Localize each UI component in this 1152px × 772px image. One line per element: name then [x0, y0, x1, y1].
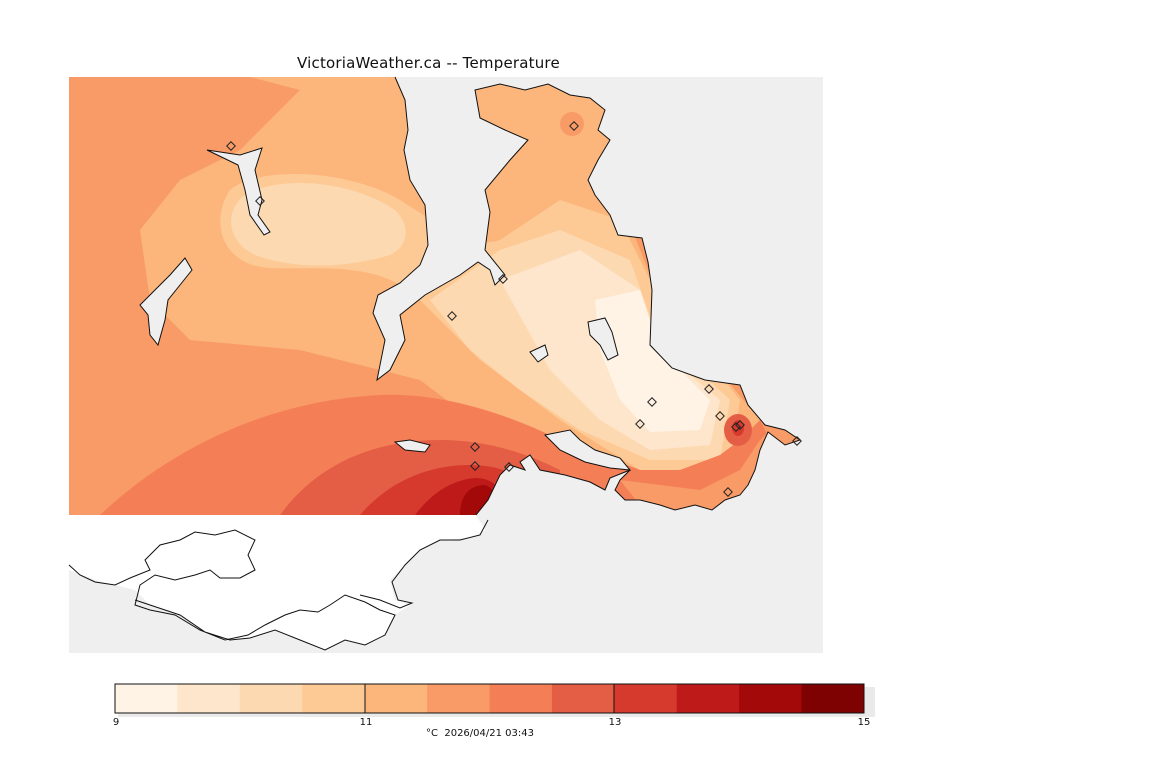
station-marker: [498, 274, 508, 284]
station-marker: [647, 397, 657, 407]
unmapped-land: [69, 515, 485, 650]
legend-tick-label: 9: [112, 717, 120, 728]
coastline: [372, 76, 802, 516]
legend-swatch: [676, 684, 740, 713]
station-marker: [731, 422, 741, 432]
legend-tick-label: 11: [359, 717, 373, 728]
legend-swatch: [302, 684, 366, 713]
legend-swatch: [427, 684, 490, 713]
station-marker: [504, 462, 514, 472]
station-marker: [470, 461, 480, 471]
legend-swatch: [801, 684, 865, 713]
station-marker: [470, 442, 480, 452]
lake: [206, 147, 271, 236]
lake: [393, 439, 431, 453]
legend-swatch: [614, 684, 678, 713]
legend-bar: [115, 684, 865, 713]
station-marker: [569, 121, 579, 131]
inlet: [543, 429, 632, 471]
lake: [587, 317, 619, 361]
unmapped-coastline: [68, 529, 396, 651]
unmapped-coastline: [359, 519, 489, 609]
station-marker: [447, 311, 457, 321]
legend-swatch: [115, 684, 178, 713]
station-marker: [735, 420, 745, 430]
station-marker: [792, 436, 802, 446]
map-title: VictoriaWeather.ca -- Temperature: [297, 54, 560, 72]
legend-swatch: [239, 684, 303, 713]
legend-swatch: [364, 684, 428, 713]
legend-swatch: [177, 684, 241, 713]
station-marker: [704, 384, 714, 394]
station-marker: [715, 411, 725, 421]
station-marker: [226, 141, 236, 151]
station-marker: [635, 419, 645, 429]
legend-swatch: [489, 684, 553, 713]
station-markers: [226, 121, 802, 497]
legend-caption: °C 2026/04/21 03:43: [426, 728, 534, 739]
station-marker: [723, 487, 733, 497]
station-marker: [255, 196, 265, 206]
lake: [139, 257, 193, 347]
timestamp: 2026/04/21 03:43: [444, 728, 534, 739]
lake: [529, 344, 549, 363]
legend-swatch: [551, 684, 615, 713]
legend-swatch: [739, 684, 803, 713]
legend-tick-label: 13: [608, 717, 622, 728]
unit-label: °C: [426, 728, 438, 739]
legend-frame: [114, 683, 865, 714]
legend-tick-label: 15: [857, 717, 871, 728]
